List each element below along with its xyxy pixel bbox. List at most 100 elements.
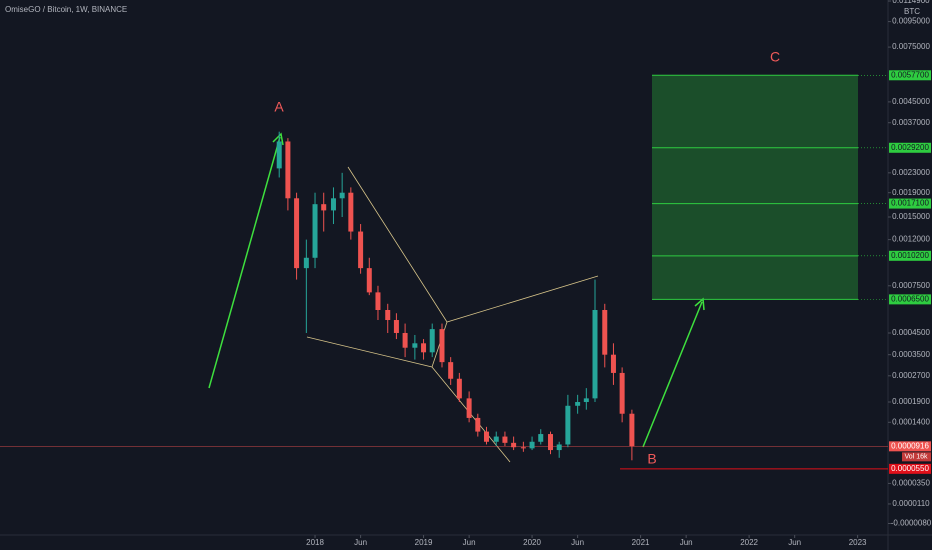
candle-body	[366, 268, 372, 293]
candle-body	[602, 310, 608, 355]
y-tick-label: 0.0045000	[892, 97, 930, 106]
candle-body	[538, 434, 544, 442]
candle-body	[448, 362, 454, 379]
price-tag-label: 0.0000916	[891, 441, 929, 450]
candle	[439, 323, 445, 368]
price-tag	[889, 250, 931, 261]
x-tick-label: Jun	[680, 538, 693, 547]
candle	[429, 323, 435, 358]
candle-body	[520, 447, 526, 449]
candle	[421, 339, 427, 360]
x-tick-label: 2019	[415, 538, 433, 547]
candle-body	[511, 442, 517, 448]
candle	[276, 131, 282, 178]
price-tag	[889, 142, 931, 153]
x-tick-label: 2020	[523, 538, 541, 547]
y-tick-label: 0.0000110	[892, 499, 930, 508]
candle	[602, 303, 608, 368]
arrow-head	[272, 132, 284, 146]
price-tag	[889, 441, 931, 452]
candle	[565, 394, 571, 448]
price-tag	[889, 463, 931, 474]
candle-body	[402, 332, 408, 348]
price-tag	[889, 294, 931, 305]
candle-body	[483, 431, 489, 442]
candle-body	[312, 204, 318, 258]
candle	[548, 431, 554, 455]
candle	[358, 224, 364, 274]
y-tick-label: 0.0007500	[892, 281, 930, 290]
y-tick-label: 0.0001900	[892, 397, 930, 406]
candle-body	[583, 398, 589, 403]
candle-body	[575, 402, 581, 406]
y-tick-label: 0.0000350	[892, 479, 930, 488]
candle	[466, 391, 472, 423]
candle-body	[629, 413, 635, 447]
y-tick-label: 0.0015000	[892, 212, 930, 221]
candle	[575, 394, 581, 414]
candle	[348, 187, 354, 240]
volume-label: Vol 16k	[905, 454, 928, 461]
price-tag	[889, 70, 931, 81]
candle	[592, 279, 598, 403]
candle-body	[529, 441, 535, 449]
candle-body	[475, 417, 481, 432]
x-tick-label: Jun	[788, 538, 801, 547]
candle-body	[421, 343, 427, 353]
y-tick-label: 0.0037000	[892, 118, 930, 127]
y-tick-label: 0.0002700	[892, 371, 930, 380]
chart-title: OmiseGO / Bitcoin, 1W, BINANCE	[5, 5, 127, 14]
annotation: B	[647, 451, 656, 467]
y-tick-label: -0.0000080	[891, 519, 932, 528]
candle	[619, 367, 625, 423]
candle	[538, 429, 544, 445]
candle-body	[276, 141, 282, 169]
candle-body	[619, 372, 625, 414]
y-unit: BTC	[904, 7, 920, 16]
y-tick-label: 0.0075000	[892, 42, 930, 51]
price-tag-label: 0.0057700	[891, 70, 929, 79]
candle-body	[456, 378, 462, 399]
candle-body	[429, 329, 435, 353]
price-tag-label: 0.0017100	[891, 199, 929, 208]
y-tick-label: 0.0004500	[892, 328, 930, 337]
x-tick-label: 2022	[740, 538, 758, 547]
price-tag-label: 0.0010200	[891, 251, 929, 260]
target-zone	[652, 75, 858, 300]
candle-body	[358, 231, 364, 269]
x-tick-label: 2018	[306, 538, 324, 547]
candle-body	[439, 329, 445, 363]
price-tag-label: 0.0006500	[891, 294, 929, 303]
candle-body	[385, 310, 391, 321]
x-tick-label: 2021	[632, 538, 650, 547]
drawings	[208, 132, 705, 463]
candle-body	[548, 434, 554, 451]
candle	[321, 192, 327, 232]
y-tick-label: 0.0012000	[892, 235, 930, 244]
candle	[303, 239, 309, 333]
volume-tag	[902, 452, 931, 462]
candle	[610, 343, 616, 385]
candle	[529, 436, 535, 451]
candle	[502, 431, 508, 447]
y-tick-label: 0.0114900	[892, 0, 930, 5]
annotation: A	[274, 99, 284, 115]
y-tick-label: 0.0023000	[892, 168, 930, 177]
x-tick-label: 2023	[849, 538, 867, 547]
candle	[629, 409, 635, 461]
candle-body	[393, 320, 399, 333]
x-tick-label: Jun	[463, 538, 476, 547]
candle-body	[294, 198, 300, 269]
price-tag	[889, 198, 931, 209]
candle	[412, 334, 418, 360]
candle-body	[303, 257, 309, 269]
annotation: C	[770, 49, 780, 65]
price-tag-label: 0.0000550	[891, 464, 929, 473]
candle-body	[493, 436, 499, 442]
candle-body	[375, 292, 381, 311]
candle	[339, 172, 345, 218]
candle-body	[412, 343, 418, 348]
candle	[285, 138, 291, 211]
